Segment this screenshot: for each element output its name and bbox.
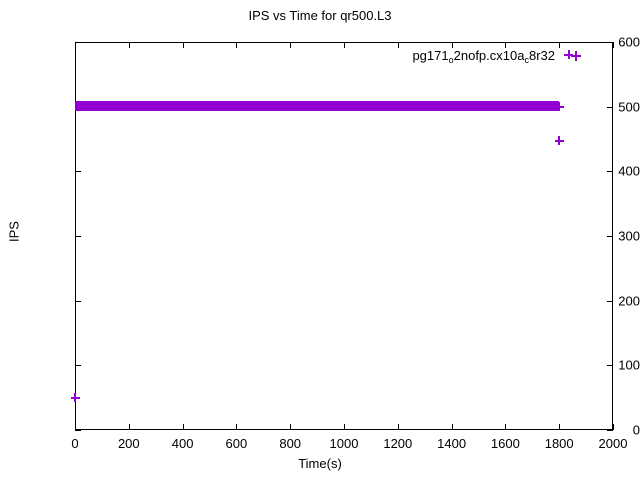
legend-text-mid: 2nofp.cx10a [453, 48, 525, 63]
x-axis-tick-mark [613, 424, 614, 430]
y-axis-tick-mark [607, 107, 613, 108]
x-axis-title: Time(s) [298, 456, 342, 471]
chart-title: IPS vs Time for qr500.L3 [248, 8, 392, 23]
x-axis-tick-label: 1600 [490, 436, 520, 451]
x-axis-tick-label: 200 [117, 436, 140, 451]
y-axis-tick-mark [75, 301, 81, 302]
x-axis-tick-label: 1000 [329, 436, 359, 451]
x-axis-tick-mark [344, 424, 345, 430]
y-axis-tick-mark [607, 236, 613, 237]
x-axis-tick-mark [183, 424, 184, 430]
x-axis-tick-mark [559, 424, 560, 430]
y-axis-tick-label: 300 [618, 228, 640, 244]
legend-text-sub2: c [524, 55, 529, 65]
x-axis-tick-mark [290, 42, 291, 48]
y-axis-tick-mark [75, 42, 81, 43]
y-axis-tick-label: 100 [618, 357, 640, 373]
data-point-marker [554, 136, 564, 146]
y-axis-tick-label: 500 [618, 99, 640, 115]
x-axis-tick-mark [236, 42, 237, 48]
y-axis-tick-mark [607, 365, 613, 366]
x-axis-tick-mark [129, 424, 130, 430]
data-point-marker [70, 393, 80, 403]
legend-entry-label: pg171o2nofp.cx10ac8r32 [412, 48, 555, 65]
y-axis-tick-mark [75, 430, 81, 431]
y-axis-title: IPS [6, 221, 22, 242]
y-axis-tick-mark [607, 430, 613, 431]
x-axis-tick-mark [613, 42, 614, 48]
y-axis-tick-mark [607, 301, 613, 302]
x-axis-tick-mark [452, 42, 453, 48]
x-axis-tick-mark [559, 42, 560, 48]
y-axis-tick-label: 600 [618, 34, 640, 50]
x-axis-tick-label: 0 [71, 436, 79, 451]
x-axis-tick-mark [75, 42, 76, 48]
x-axis-tick-label: 600 [225, 436, 248, 451]
legend-text-prefix: pg171 [412, 48, 449, 63]
legend-text-suffix: 8r32 [528, 48, 555, 63]
x-axis-tick-label: 1400 [437, 436, 467, 451]
legend-text-sub1: o [448, 55, 454, 65]
y-axis-tick-mark [607, 42, 613, 43]
data-band [75, 101, 560, 112]
x-axis-tick-mark [505, 42, 506, 48]
y-axis-tick-mark [607, 171, 613, 172]
x-axis-tick-mark [398, 42, 399, 48]
y-axis-tick-label: 400 [618, 163, 640, 179]
x-axis-tick-label: 1800 [544, 436, 574, 451]
data-point-marker [564, 50, 574, 60]
x-axis-tick-label: 400 [171, 436, 194, 451]
x-axis-tick-mark [505, 424, 506, 430]
y-axis-tick-label: 200 [618, 293, 640, 309]
x-axis-tick-label: 1200 [383, 436, 413, 451]
x-axis-tick-mark [290, 424, 291, 430]
x-axis-tick-label: 800 [279, 436, 302, 451]
plot-area [75, 42, 613, 430]
x-axis-tick-mark [129, 42, 130, 48]
y-axis-tick-mark [75, 365, 81, 366]
data-point-marker [554, 102, 564, 112]
x-axis-tick-mark [236, 424, 237, 430]
x-axis-tick-mark [344, 42, 345, 48]
x-axis-tick-mark [75, 424, 76, 430]
x-axis-tick-mark [452, 424, 453, 430]
x-axis-tick-mark [183, 42, 184, 48]
x-axis-tick-label: 2000 [598, 436, 628, 451]
legend-plus-marker-icon [571, 51, 581, 61]
y-axis-tick-label: 0 [632, 422, 640, 438]
y-axis-tick-mark [75, 171, 81, 172]
y-axis-tick-mark [75, 236, 81, 237]
x-axis-tick-mark [398, 424, 399, 430]
